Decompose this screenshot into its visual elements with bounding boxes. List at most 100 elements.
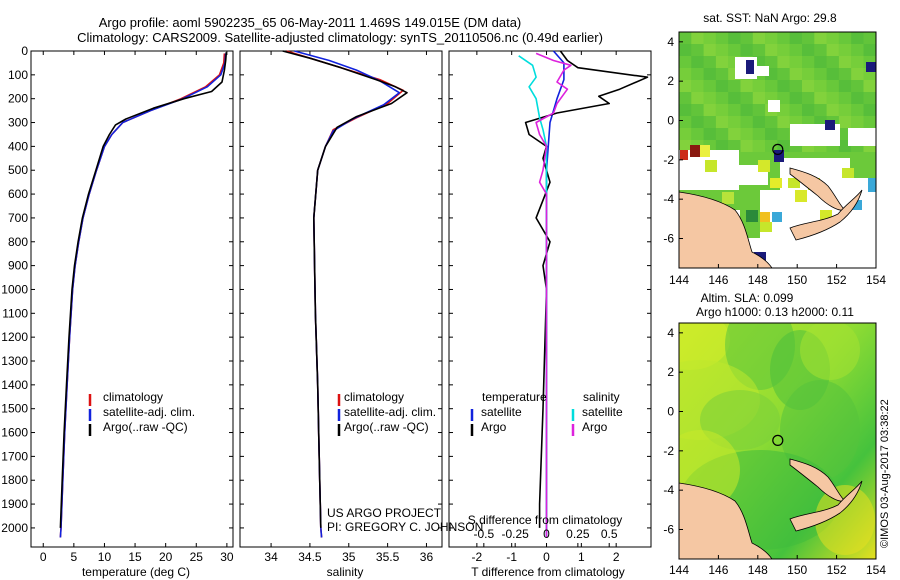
sst-cell	[728, 80, 741, 92]
sla-x-tick-label: 148	[748, 563, 768, 577]
sst-cell	[715, 44, 729, 56]
sla-x-tick-label: 152	[827, 563, 847, 577]
sst-cell	[777, 140, 790, 152]
new-ireland-land	[789, 189, 863, 241]
map2-subtitle: Argo h1000: 0.13 h2000: 0.11	[696, 305, 854, 319]
sst-cell	[691, 44, 704, 56]
depth-tick-label: 800	[8, 235, 28, 249]
sst-cell	[777, 56, 790, 68]
difference-x-tick-label: -1	[506, 550, 517, 564]
diff-bottom-axis-label: T difference from climatology	[471, 565, 625, 579]
sst-y-tick-label: -6	[663, 232, 674, 246]
sst-cell	[715, 104, 729, 116]
sst-cell	[851, 116, 864, 128]
temperature-x-tick-label: 25	[190, 550, 204, 564]
sst-nodata	[757, 66, 769, 76]
depth-tick-label: 2000	[1, 521, 28, 535]
salinity-legend-argo: Argo(..raw -QC)	[344, 420, 429, 434]
sst-cell-navy	[866, 62, 876, 72]
sla-x-tick-label: 144	[669, 563, 689, 577]
sst-x-tick-label: 146	[708, 273, 728, 287]
sst-cell	[728, 32, 741, 44]
sst-cell	[863, 92, 876, 104]
diff-top-tick-label: -0.25	[501, 527, 529, 541]
sst-cell	[851, 32, 864, 44]
sst-x-tick-label: 152	[827, 273, 847, 287]
sst-cell	[703, 92, 716, 104]
sst-cell-highlight	[760, 222, 772, 232]
sst-cell	[838, 80, 852, 92]
difference-x-tick-label: 0	[543, 550, 550, 564]
sst-cell	[838, 104, 852, 116]
sst-nodata	[848, 128, 876, 146]
sst-cell	[691, 104, 704, 116]
sst-cell-highlight	[868, 178, 876, 192]
depth-tick-label: 400	[8, 139, 28, 153]
sst-cell	[789, 80, 802, 92]
sst-cell	[789, 44, 802, 56]
sst-cell	[703, 32, 716, 44]
sst-cell	[863, 44, 876, 56]
sst-cell	[802, 44, 815, 56]
sst-cell	[728, 128, 741, 140]
sst-cell	[703, 104, 716, 116]
sla-y-tick-label: 4	[667, 326, 674, 340]
sst-cell	[703, 116, 716, 128]
sst-cell	[728, 104, 741, 116]
sst-cell	[752, 80, 766, 92]
sst-cell	[703, 80, 716, 92]
sst-cell	[679, 104, 692, 116]
depth-tick-label: 1600	[1, 426, 28, 440]
sst-cell	[691, 56, 704, 68]
temperature-x-tick-label: 15	[128, 550, 142, 564]
sla-blob	[700, 390, 780, 450]
sst-cell	[863, 32, 876, 44]
sst-cell	[703, 128, 716, 140]
sst-cell	[777, 68, 790, 80]
sst-cell-highlight	[852, 200, 862, 210]
sst-cell	[814, 56, 827, 68]
sst-cell	[691, 128, 704, 140]
sst-cell	[691, 68, 704, 80]
depth-tick-label: 1200	[1, 330, 28, 344]
sst-cell-highlight	[746, 210, 758, 222]
sst-cell-highlight	[795, 190, 807, 202]
diff-top-tick-label: 0.5	[601, 527, 618, 541]
sst-cell	[728, 140, 741, 152]
sst-cell	[838, 56, 852, 68]
temperature-legend-sat: satellite-adj. clim.	[103, 405, 195, 419]
sst-cell	[691, 80, 704, 92]
sst-cell	[715, 56, 729, 68]
sst-nodata	[768, 100, 780, 112]
sla-blob	[800, 323, 860, 380]
temperature-legend-argo: Argo(..raw -QC)	[103, 420, 188, 434]
sst-cell	[777, 32, 790, 44]
header-line-2: Climatology: CARS2009. Satellite-adjuste…	[77, 30, 603, 45]
sst-cell-highlight	[842, 168, 854, 178]
sst-cell	[679, 128, 692, 140]
sst-cell	[814, 32, 827, 44]
sst-cell	[814, 80, 827, 92]
sst-cell	[740, 104, 753, 116]
sst-cell	[752, 116, 766, 128]
sst-cell	[789, 92, 802, 104]
sst-cell-highlight	[680, 150, 688, 160]
sst-cell	[802, 92, 815, 104]
difference-x-tick-label: 1	[578, 550, 585, 564]
sla-x-tick-label: 154	[866, 563, 886, 577]
sst-cell	[826, 32, 839, 44]
sst-cell	[728, 116, 741, 128]
sst-cell	[715, 140, 729, 152]
depth-tick-label: 1300	[1, 354, 28, 368]
depth-tick-label: 1500	[1, 402, 28, 416]
sla-blob	[780, 380, 860, 480]
sst-cell	[777, 116, 790, 128]
salinity-x-tick-label: 36	[420, 550, 434, 564]
project-line-2: PI: GREGORY C. JOHNSON	[327, 520, 483, 534]
sla-map-area	[679, 323, 876, 559]
sla-y-tick-label: 0	[667, 405, 674, 419]
sla-y-tick-label: -4	[663, 483, 674, 497]
sst-cell	[752, 92, 766, 104]
sst-cell	[789, 56, 802, 68]
sst-cell	[679, 44, 692, 56]
